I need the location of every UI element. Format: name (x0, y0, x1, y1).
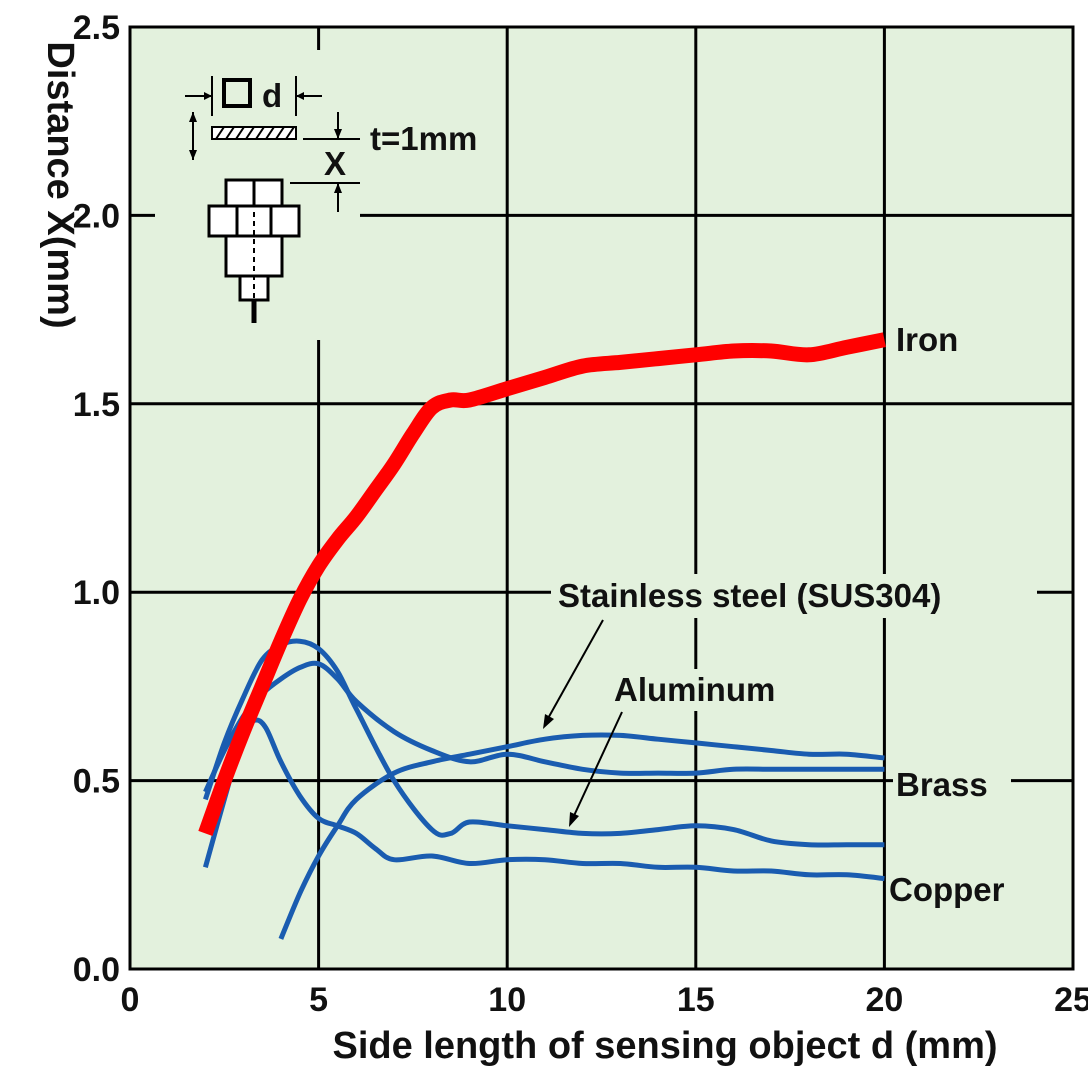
series-label-iron: Iron (896, 321, 958, 358)
series-line-brass (203, 660, 885, 793)
sensor-diagram-icon: d X t=1mm (155, 50, 477, 340)
x-axis-title: Side length of sensing object d (mm) (332, 1025, 997, 1067)
y-tick-label: 1.5 (73, 386, 120, 424)
y-axis-title: Distance X(mm) (39, 41, 81, 328)
stainless-steel-label: Stainless steel (SUS304) (558, 577, 941, 614)
series-layer (198, 332, 886, 940)
x-tick-label: 15 (677, 981, 715, 1019)
inset-x-label: X (324, 145, 346, 182)
y-tick-label: 0.5 (73, 763, 120, 801)
aluminum-arrow (571, 711, 623, 821)
y-tick-labels: 0.0 0.5 1.0 1.5 2.0 2.5 (73, 9, 120, 989)
y-tick-label: 1.0 (73, 574, 120, 612)
series-label-brass: Brass (896, 766, 988, 803)
series-line-copper (202, 717, 885, 882)
x-tick-label: 20 (865, 981, 903, 1019)
x-tick-label: 25 (1054, 981, 1088, 1019)
inset-thickness-label: t=1mm (370, 120, 477, 157)
series-line-iron (198, 332, 886, 836)
x-tick-label: 0 (121, 981, 140, 1019)
inset-d-label: d (262, 77, 282, 114)
aluminum-label: Aluminum (614, 671, 775, 708)
stainless-arrow (545, 619, 604, 723)
series-label-copper: Copper (889, 871, 1005, 908)
x-tick-label: 5 (309, 981, 328, 1019)
y-tick-label: 2.5 (73, 9, 120, 47)
x-tick-label: 10 (488, 981, 526, 1019)
y-tick-label: 0.0 (73, 951, 120, 989)
x-tick-labels: 0 5 10 15 20 25 (121, 981, 1088, 1019)
y-tick-label: 2.0 (73, 197, 120, 235)
